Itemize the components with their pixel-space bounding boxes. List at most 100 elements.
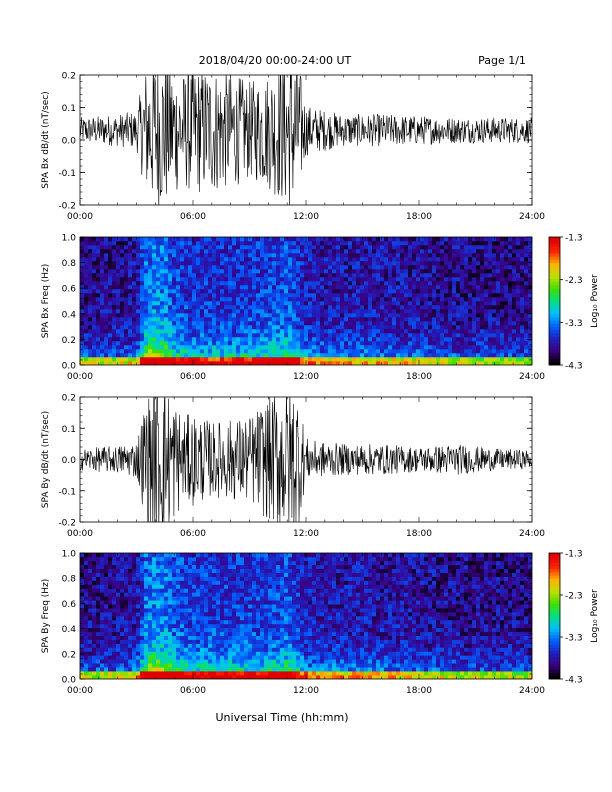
- spectrogram-cell: [108, 361, 113, 365]
- spectrogram-cell: [104, 277, 109, 282]
- spectrogram-cell: [364, 269, 369, 274]
- spectrogram-cell: [136, 576, 141, 581]
- spectrogram-cell: [100, 289, 105, 294]
- spectrogram-cell: [164, 627, 169, 633]
- spectrogram-cell: [300, 341, 305, 346]
- spectrogram-cell: [504, 349, 509, 354]
- spectrogram-cell: [288, 261, 293, 266]
- spectrogram-cell: [156, 572, 161, 577]
- spectrogram-cell: [512, 245, 517, 250]
- spectrogram-cell: [500, 237, 505, 242]
- spectrogram-cell: [184, 305, 189, 310]
- spectrogram-cell: [108, 600, 113, 605]
- spectrogram-cell: [436, 273, 441, 278]
- spectrogram-cell: [104, 329, 109, 334]
- spectrogram-cell: [216, 289, 221, 294]
- spectrogram-cell: [136, 564, 141, 570]
- spectrogram-cell: [436, 349, 441, 354]
- spectrogram-cell: [484, 265, 489, 270]
- spectrogram-cell: [404, 257, 409, 262]
- spectrogram-cell: [144, 588, 149, 593]
- spectrogram-cell: [492, 333, 497, 338]
- spectrogram-cell: [488, 293, 493, 298]
- spectrogram-cell: [144, 663, 149, 668]
- spectrogram-cell: [308, 265, 313, 270]
- spectrogram-cell: [108, 273, 113, 278]
- spectrogram-cell: [276, 341, 281, 346]
- spectrogram-cell: [128, 265, 133, 270]
- spectrogram-cell: [176, 580, 181, 585]
- spectrogram-cell: [256, 277, 261, 282]
- spectrogram-cell: [112, 643, 117, 648]
- spectrogram-cell: [372, 301, 377, 306]
- spectrogram-cell: [212, 345, 217, 350]
- spectrogram-cell: [464, 329, 469, 334]
- spectrogram-cell: [356, 325, 361, 330]
- spectrogram-cell: [180, 357, 185, 362]
- spectrogram-cell: [192, 281, 197, 286]
- spectrogram-cell: [300, 345, 305, 350]
- spectrogram-cell: [500, 289, 505, 294]
- spectrogram-cell: [100, 631, 105, 636]
- spectrogram-cell: [432, 249, 437, 254]
- spectrogram-cell: [136, 241, 141, 246]
- spectrogram-cell: [200, 317, 205, 322]
- spectrogram-cell: [156, 313, 161, 318]
- spectrogram-cell: [404, 317, 409, 322]
- spectrogram-cell: [216, 257, 221, 262]
- spectrogram-cell: [160, 245, 165, 250]
- spectrogram-cell: [164, 281, 169, 286]
- spectrogram-cell: [304, 357, 309, 362]
- spectrogram-cell: [276, 325, 281, 330]
- spectrogram-cell: [396, 301, 401, 306]
- spectrogram-cell: [516, 309, 521, 314]
- spectrogram-cell: [272, 313, 277, 318]
- spectrogram-cell: [340, 357, 345, 362]
- spectrogram-cell: [136, 556, 141, 562]
- spectrogram-cell: [188, 245, 193, 250]
- spectrogram-cell: [332, 337, 337, 342]
- spectrogram-cell: [236, 353, 241, 358]
- spectrogram-cell: [120, 553, 125, 558]
- spectrogram-cell: [412, 273, 417, 278]
- spectrogram-cell: [84, 580, 89, 585]
- spectrogram-cell: [368, 277, 373, 282]
- spectrogram-cell: [128, 341, 133, 346]
- spectrogram-cell: [388, 325, 393, 330]
- spectrogram-cell: [128, 604, 133, 609]
- spectrogram-cell: [188, 289, 193, 294]
- spectrogram-cell: [488, 285, 493, 290]
- spectrogram-cell: [244, 309, 249, 314]
- spectrogram-cell: [204, 349, 209, 354]
- spectrogram-cell: [148, 241, 153, 246]
- spectrogram-cell: [148, 325, 153, 330]
- spectrogram-cell: [104, 325, 109, 330]
- spectrogram-cell: [296, 269, 301, 274]
- spectrogram-cell: [484, 253, 489, 258]
- spectrogram-cell: [448, 297, 453, 302]
- spectrogram-cell: [216, 277, 221, 282]
- spectrogram-cell: [160, 357, 165, 362]
- spectrogram-cell: [132, 341, 137, 346]
- spectrogram-cell: [200, 273, 205, 278]
- spectrogram-cell: [248, 265, 253, 270]
- spectrogram-cell: [160, 353, 165, 358]
- spectrogram-cell: [424, 269, 429, 274]
- spectrogram-cell: [384, 273, 389, 278]
- spectrogram-cell: [436, 305, 441, 310]
- spectrogram-cell: [212, 317, 217, 322]
- spectrogram-cell: [232, 265, 237, 270]
- spectrogram-cell: [268, 293, 273, 298]
- spectrogram-cell: [364, 297, 369, 302]
- spectrogram-cell: [136, 572, 141, 577]
- spectrogram-cell: [116, 631, 121, 636]
- spectrogram-cell: [136, 612, 141, 617]
- spectrogram-cell: [460, 285, 465, 290]
- spectrogram-cell: [200, 253, 205, 258]
- spectrogram-cell: [124, 261, 129, 266]
- spectrogram-cell: [100, 659, 105, 664]
- spectrogram-cell: [292, 305, 297, 310]
- spectrogram-cell: [504, 269, 509, 274]
- spectrogram-cell: [284, 357, 289, 362]
- spectrogram-cell: [408, 277, 413, 282]
